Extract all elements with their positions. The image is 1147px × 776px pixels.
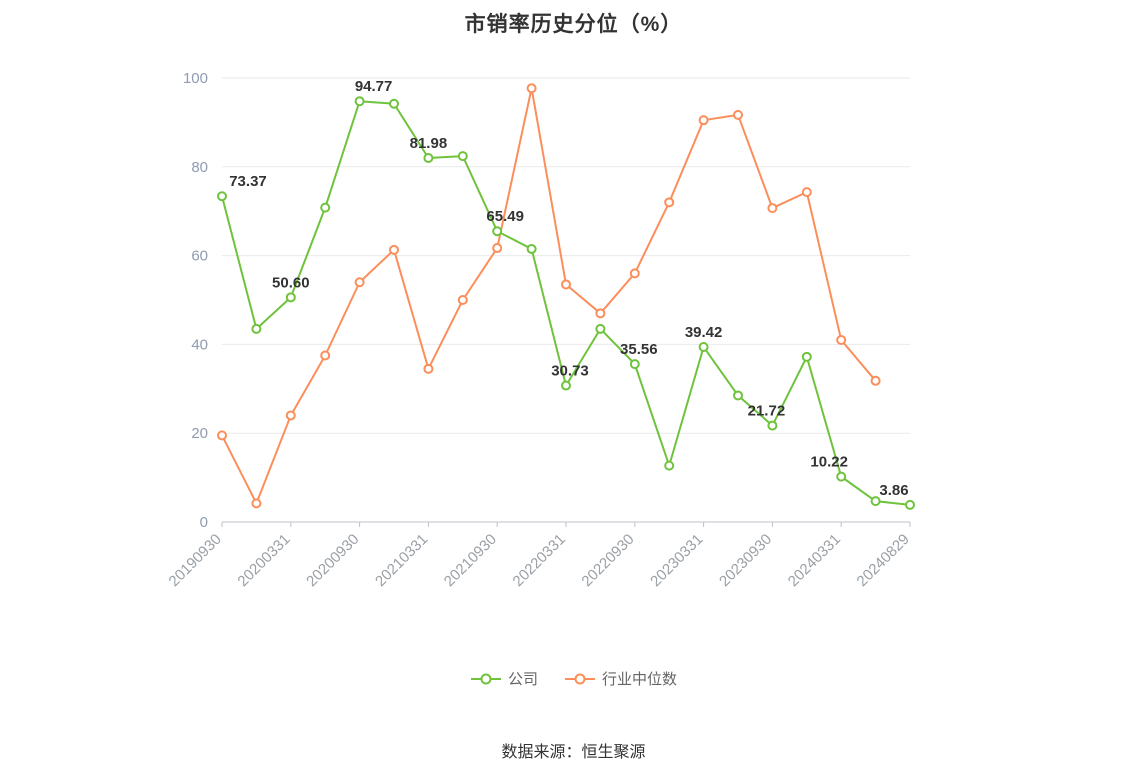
svg-text:3.86: 3.86 xyxy=(879,482,908,499)
svg-text:65.49: 65.49 xyxy=(486,208,524,225)
svg-text:20200331: 20200331 xyxy=(234,531,293,590)
svg-text:40: 40 xyxy=(191,336,208,353)
svg-text:81.98: 81.98 xyxy=(410,135,448,152)
svg-text:20230930: 20230930 xyxy=(716,531,775,590)
svg-text:20190930: 20190930 xyxy=(166,531,225,590)
svg-text:94.77: 94.77 xyxy=(355,78,393,95)
svg-text:20230331: 20230331 xyxy=(647,531,706,590)
svg-text:20210331: 20210331 xyxy=(372,531,431,590)
legend-item-company[interactable]: 公司 xyxy=(470,668,538,689)
page-title: 市销率历史分位（%） xyxy=(464,13,683,36)
svg-text:0: 0 xyxy=(200,514,208,531)
svg-text:73.37: 73.37 xyxy=(229,173,267,190)
svg-text:20220331: 20220331 xyxy=(510,531,569,590)
svg-text:30.73: 30.73 xyxy=(551,363,589,380)
svg-text:20210930: 20210930 xyxy=(441,531,500,590)
svg-text:39.42: 39.42 xyxy=(685,324,723,341)
industry-median-series-marker-icon xyxy=(565,673,595,684)
data-source: 数据来源：恒生聚源 xyxy=(501,744,646,761)
svg-text:21.72: 21.72 xyxy=(748,403,786,420)
svg-text:20: 20 xyxy=(191,425,208,442)
svg-text:60: 60 xyxy=(191,248,208,265)
svg-text:20240331: 20240331 xyxy=(785,531,844,590)
svg-text:10.22: 10.22 xyxy=(810,454,848,471)
svg-text:20220930: 20220930 xyxy=(578,531,637,590)
legend: 公司 行业中位数 xyxy=(0,668,1147,689)
svg-text:20240829: 20240829 xyxy=(854,531,913,590)
legend-item-industry-median[interactable]: 行业中位数 xyxy=(564,668,677,689)
legend-label-company: 公司 xyxy=(507,671,538,688)
svg-text:80: 80 xyxy=(191,159,208,176)
svg-text:20200930: 20200930 xyxy=(303,531,362,590)
svg-text:50.60: 50.60 xyxy=(272,274,310,291)
svg-text:35.56: 35.56 xyxy=(620,341,658,358)
company-series-marker-icon xyxy=(470,673,501,684)
svg-text:100: 100 xyxy=(183,70,208,87)
legend-label-industry-median: 行业中位数 xyxy=(602,671,678,688)
